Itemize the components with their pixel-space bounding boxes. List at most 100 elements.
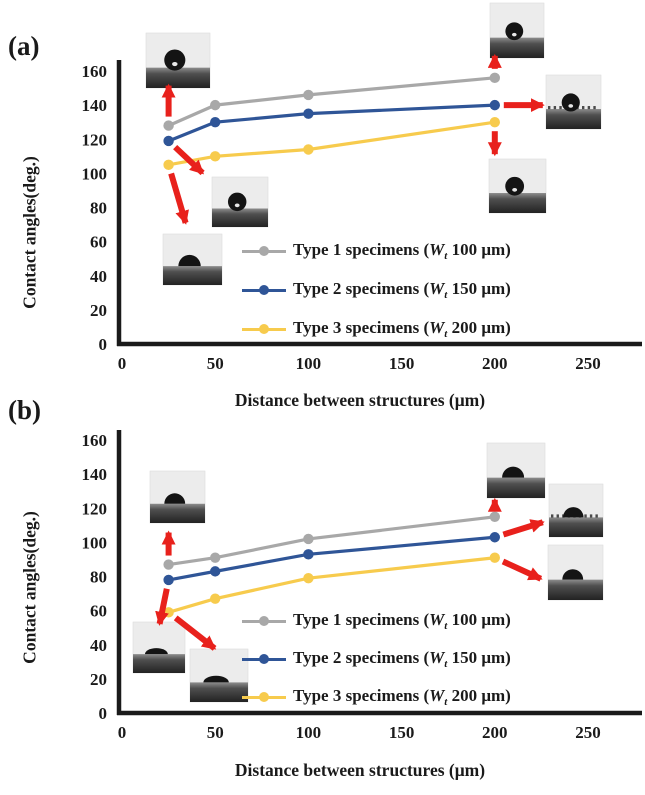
y-tick-label: 100 [82, 164, 108, 183]
data-point-type-1 [489, 72, 500, 84]
substrate-band [163, 266, 222, 285]
legend-label: Type 3 specimens (Wt 200 μm) [293, 686, 511, 708]
series-line-type-1 [167, 515, 497, 567]
swatch-dot [259, 654, 269, 664]
y-tick-label: 60 [90, 602, 107, 621]
series-line-type-2 [167, 535, 497, 582]
droplet-inset [545, 74, 602, 130]
data-point-type-3 [210, 151, 221, 162]
data-point-type-3 [489, 116, 500, 128]
annotation-arrow [173, 615, 217, 651]
substrate-texture [584, 514, 587, 518]
droplet-inset [211, 176, 269, 228]
x-tick-label: 200 [482, 723, 508, 742]
substrate-texture [548, 106, 551, 110]
x-tick-label: 0 [118, 354, 127, 373]
water-droplet [178, 254, 201, 267]
legend-label: Type 2 specimens (Wt 150 μm) [293, 648, 511, 670]
data-point-type-1 [163, 120, 174, 131]
legend-label: Type 2 specimens (Wt 150 μm) [293, 279, 511, 301]
swatch-dot [259, 246, 269, 256]
substrate-band [133, 654, 185, 673]
droplet-inset [548, 483, 604, 538]
substrate-texture [587, 106, 591, 110]
data-point-type-1 [303, 533, 314, 545]
annotation-arrow [502, 519, 545, 538]
water-droplet [203, 675, 229, 683]
data-point-type-2 [210, 566, 221, 577]
water-droplet [505, 176, 525, 196]
series-line-type-3 [167, 556, 497, 614]
data-point-type-3 [303, 573, 314, 584]
water-droplet [561, 93, 580, 112]
data-point-type-1 [210, 552, 221, 563]
droplet-inset [547, 544, 604, 601]
data-point-type-1 [489, 511, 500, 522]
x-tick-label: 50 [207, 354, 224, 373]
data-point-type-1 [303, 89, 314, 101]
droplet-inset [132, 621, 186, 674]
substrate-texture [556, 514, 559, 518]
y-tick-label: 40 [90, 636, 107, 655]
data-point-type-3 [303, 144, 314, 155]
y-tick-label: 40 [90, 267, 107, 286]
swatch-dot [259, 285, 269, 295]
series-swatch-type-3 [242, 323, 286, 335]
y-tick-label: 0 [99, 335, 108, 354]
x-tick-label: 250 [575, 354, 601, 373]
substrate-texture [559, 106, 562, 110]
y-tick-label: 160 [82, 431, 108, 450]
x-tick-label: 200 [482, 354, 508, 373]
droplet-highlight [234, 203, 240, 208]
annotation-arrow [173, 144, 205, 176]
substrate-texture [582, 106, 585, 110]
annotation-arrow [168, 172, 189, 225]
data-point-type-3 [489, 552, 500, 563]
legend-label: Type 1 specimens (Wt 100 μm) [293, 610, 511, 632]
substrate-texture [589, 514, 593, 518]
substrate-band [150, 503, 205, 523]
data-point-type-2 [210, 116, 221, 128]
substrate-band [212, 208, 268, 227]
panel-b-label: (b) [8, 395, 41, 425]
series-line-type-1 [167, 76, 497, 128]
substrate-texture [551, 514, 554, 518]
legend-panel-b: Type 1 specimens (Wt 100 μm) Type 2 spec… [242, 610, 511, 724]
data-point-type-2 [489, 532, 500, 543]
legend-item-type-3: Type 3 specimens (Wt 200 μm) [242, 686, 511, 708]
y-tick-label: 80 [90, 568, 107, 587]
droplet-highlight [568, 104, 574, 108]
legend-panel-a: Type 1 specimens (Wt 100 μm) Type 2 spec… [242, 240, 511, 357]
x-tick-label: 150 [389, 723, 415, 742]
legend-item-type-2: Type 2 specimens (Wt 150 μm) [242, 279, 511, 301]
data-point-type-3 [210, 593, 221, 604]
data-point-type-3 [163, 159, 174, 171]
y-tick-label: 120 [82, 130, 108, 149]
legend-item-type-2: Type 2 specimens (Wt 150 μm) [242, 648, 511, 670]
substrate-band [548, 579, 603, 600]
data-point-type-2 [303, 549, 314, 560]
substrate-texture [593, 106, 596, 110]
x-tick-label: 100 [296, 723, 322, 742]
swatch-dot [259, 692, 269, 702]
y-tick-label: 60 [90, 233, 107, 252]
annotation-arrow [501, 558, 543, 582]
x-tick-label: 100 [296, 354, 322, 373]
water-droplet [164, 493, 186, 504]
droplet-highlight [511, 32, 517, 37]
water-droplet [227, 192, 247, 212]
data-point-type-1 [163, 559, 174, 570]
water-droplet [164, 49, 186, 71]
droplet-highlight [512, 187, 518, 192]
data-point-type-2 [163, 574, 174, 586]
y-axis-title-a: Contact angles(deg.) [19, 156, 40, 309]
substrate-band [489, 193, 546, 213]
series-swatch-type-1 [242, 245, 286, 257]
water-droplet [502, 466, 525, 478]
data-point-type-2 [303, 108, 314, 119]
droplet-highlight [172, 61, 178, 67]
substrate-band [490, 37, 544, 58]
series-swatch-type-2 [242, 653, 286, 665]
